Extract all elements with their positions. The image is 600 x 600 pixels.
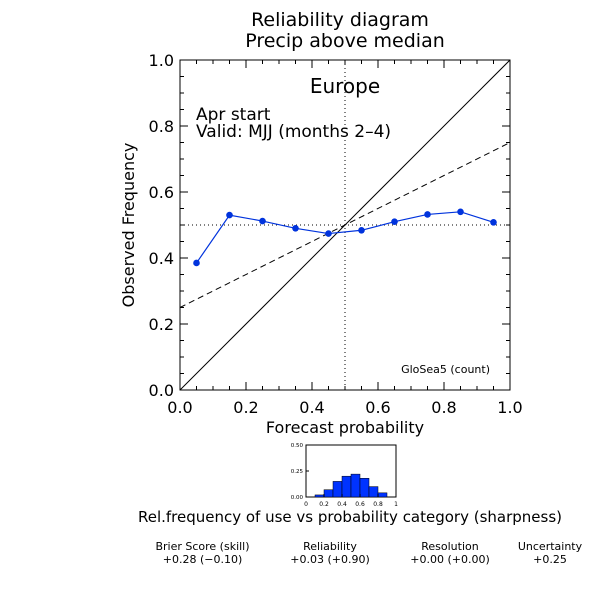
start-label: Apr start <box>196 105 271 125</box>
reliability-point <box>226 211 233 219</box>
reliability-score-value: +0.03 (+0.90) <box>290 553 370 566</box>
brier-score-label: Brier Score (skill) <box>155 540 250 553</box>
score-summary: Brier Score (skill) +0.28 (−0.10) Reliab… <box>0 540 600 570</box>
reliability-score: Reliability +0.03 (+0.90) <box>270 540 390 566</box>
reliability-series <box>193 208 497 267</box>
y-tick-label: 0.0 <box>149 381 174 400</box>
reliability-point <box>391 218 398 225</box>
x-tick-label: 0.8 <box>431 398 456 417</box>
y-axis-label: Observed Frequency <box>119 143 138 308</box>
resolution-score: Resolution +0.00 (+0.00) <box>390 540 510 566</box>
model-label: GloSea5 (count) <box>401 363 490 376</box>
x-tick-label: 0.4 <box>299 398 324 417</box>
x-tick-label: 0.6 <box>365 398 390 417</box>
sharpness-bar <box>314 494 325 498</box>
reliability-point <box>259 217 266 225</box>
sharpness-y-tick-label: 0.00 <box>291 495 304 501</box>
sharpness-axis-ticks: 0 0.2 0.4 0.6 0.8 1 0.00 0.25 0.50 <box>291 443 398 508</box>
reliability-point <box>358 226 365 234</box>
reliability-score-label: Reliability <box>303 540 357 553</box>
sharpness-bar <box>359 478 370 498</box>
main-axis-ticks: 0.0 0.2 0.4 0.6 0.8 1.0 0.0 0.2 0.4 0.6 0.8 1.0 <box>149 51 523 417</box>
reliability-point <box>457 208 464 216</box>
reliability-point <box>292 225 299 232</box>
sharpness-x-tick-label: 0.8 <box>373 501 383 508</box>
uncertainty-score: Uncertainty +0.25 <box>510 540 590 566</box>
y-tick-label: 0.4 <box>149 249 174 268</box>
valid-label: Valid: MJJ (months 2–4) <box>196 122 391 142</box>
x-tick-label: 0.2 <box>233 398 258 417</box>
sharpness-bar <box>332 481 343 498</box>
x-tick-label: 1.0 <box>497 398 522 417</box>
sharpness-bar <box>341 475 352 498</box>
uncertainty-score-label: Uncertainty <box>517 540 583 553</box>
resolution-score-label: Resolution <box>421 540 479 553</box>
y-tick-label: 0.2 <box>149 315 174 334</box>
chart-title: Reliability diagram <box>251 9 429 31</box>
sharpness-title: Rel.frequency of use vs probability cate… <box>138 508 562 526</box>
sharpness-x-tick-label: 0.4 <box>337 501 347 508</box>
chart-subtitle: Precip above median <box>245 30 445 52</box>
resolution-score-value: +0.00 (+0.00) <box>410 553 490 566</box>
x-tick-label: 0.0 <box>167 398 192 417</box>
sharpness-bars <box>314 473 388 498</box>
y-tick-label: 0.6 <box>149 183 174 202</box>
reliability-point <box>193 259 200 267</box>
brier-score: Brier Score (skill) +0.28 (−0.10) <box>140 540 265 566</box>
sharpness-x-tick-label: 0 <box>304 501 308 508</box>
sharpness-x-tick-label: 0.6 <box>355 501 365 508</box>
sharpness-bar <box>377 492 388 498</box>
y-tick-label: 0.8 <box>149 117 174 136</box>
sharpness-bar <box>368 486 379 498</box>
brier-score-value: +0.28 (−0.10) <box>162 553 243 566</box>
sharpness-bar <box>323 489 334 498</box>
sharpness-y-tick-label: 0.50 <box>291 443 304 449</box>
reliability-point <box>325 230 332 237</box>
region-label: Europe <box>310 74 380 98</box>
y-tick-label: 1.0 <box>149 51 174 70</box>
sharpness-bar <box>350 473 361 498</box>
sharpness-x-tick-label: 0.2 <box>319 501 329 508</box>
sharpness-y-tick-label: 0.25 <box>291 469 304 475</box>
uncertainty-score-value: +0.25 <box>533 553 567 566</box>
reliability-point <box>424 211 431 218</box>
reliability-curve <box>196 211 494 264</box>
reliability-point <box>490 219 497 226</box>
x-axis-label: Forecast probability <box>266 418 424 437</box>
sharpness-x-tick-label: 1 <box>394 501 398 508</box>
